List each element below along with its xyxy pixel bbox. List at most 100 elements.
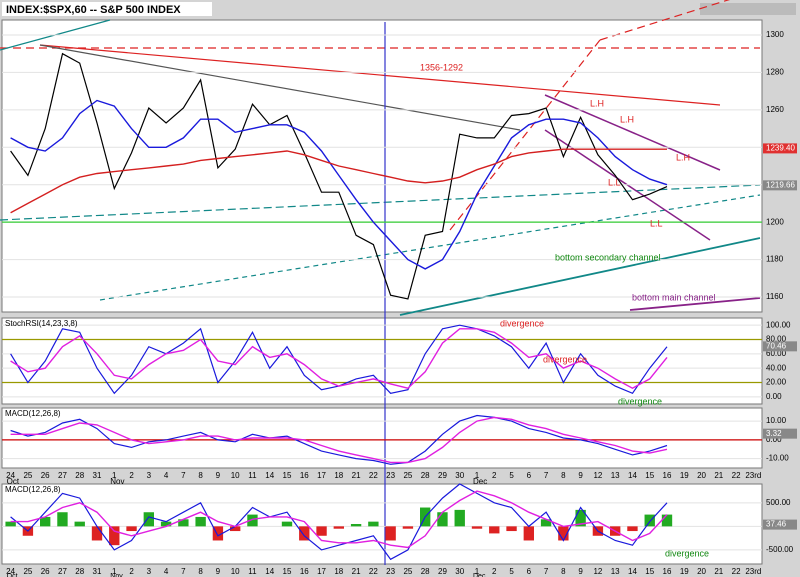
x-tick-label: 25 xyxy=(23,567,32,576)
x-tick-label: 2 xyxy=(129,567,134,576)
x-tick-label: 18 xyxy=(334,567,343,576)
histogram-bar xyxy=(195,516,206,527)
x-tick-label: 9 xyxy=(578,567,583,576)
histogram-bar xyxy=(627,526,638,532)
y-tick-label: 100.00 xyxy=(766,320,791,329)
x-tick-label: 17 xyxy=(317,567,326,576)
title-box xyxy=(2,2,212,16)
series-line xyxy=(10,52,668,300)
x-tick-label: 3 xyxy=(147,567,152,576)
x-tick-label: 25 xyxy=(403,567,412,576)
panel-title: MACD(12,26,8) xyxy=(5,485,61,494)
x-tick-label: 1 xyxy=(112,471,117,480)
trend-lines xyxy=(0,0,761,565)
x-tick-label: 29 xyxy=(438,567,447,576)
x-tick-label: 14 xyxy=(265,567,274,576)
histogram-bar xyxy=(454,509,465,527)
last-value-box xyxy=(763,519,797,530)
histogram-bar xyxy=(333,526,344,529)
annotation: L.H xyxy=(590,98,604,108)
annotation: divergence xyxy=(618,396,662,406)
channel-line xyxy=(544,94,721,171)
y-tick-label: -10.00 xyxy=(766,454,789,463)
last-value-label: 3.32 xyxy=(766,429,782,438)
x-tick-label: 16 xyxy=(300,567,309,576)
last-value-box xyxy=(763,143,797,154)
x-tick-label: 20 xyxy=(697,567,706,576)
x-tick-label: 15 xyxy=(645,567,654,576)
y-tick-label: 1160 xyxy=(766,292,784,301)
x-tick-label: 15 xyxy=(283,471,292,480)
series-line xyxy=(10,414,668,465)
x-tick-label: 30 xyxy=(455,471,464,480)
panel xyxy=(1,19,763,313)
x-tick-label: 28 xyxy=(75,471,84,480)
window-buttons[interactable] xyxy=(700,3,796,15)
y-tick-label: 20.00 xyxy=(766,378,787,387)
month-label: Dec xyxy=(473,477,487,486)
histogram-bar xyxy=(540,519,552,527)
x-tick-label: 22 xyxy=(369,471,378,480)
channel-line xyxy=(0,184,761,221)
y-tick-label: 40.00 xyxy=(766,363,787,372)
x-tick-label: 27 xyxy=(58,567,67,576)
histogram-bar xyxy=(109,526,120,546)
last-value-label: 1219.66 xyxy=(766,180,795,189)
x-tick-label: 12 xyxy=(593,471,602,480)
month-label: Nov xyxy=(110,477,124,486)
annotation: L.L xyxy=(608,177,621,187)
trend-line xyxy=(39,44,721,106)
x-tick-label: 11 xyxy=(248,567,257,576)
x-tick-label: 24 xyxy=(6,471,15,480)
x-tick-label: 16 xyxy=(300,471,309,480)
x-tick-label: 9 xyxy=(216,567,221,576)
annotation: divergence xyxy=(500,318,544,328)
x-tick-label: 20 xyxy=(697,471,706,480)
x-tick-label: 15 xyxy=(645,471,654,480)
x-tick-label: 1 xyxy=(475,471,480,480)
histogram-bar xyxy=(74,521,85,527)
x-tick-label: 22 xyxy=(369,567,378,576)
annotation: L.L xyxy=(650,218,663,228)
x-tick-label: 8 xyxy=(561,567,566,576)
histogram-bar xyxy=(350,524,362,527)
histogram-bar xyxy=(471,526,483,529)
x-tick-label: 16 xyxy=(663,471,672,480)
y-tick-label: 80.00 xyxy=(766,335,787,344)
annotation: divergence xyxy=(665,548,709,558)
y-tick-label: 1180 xyxy=(766,255,784,264)
x-tick-label: 2 xyxy=(492,471,497,480)
x-tick-label: 25 xyxy=(23,471,32,480)
histogram-bar xyxy=(91,526,103,541)
channel-line xyxy=(99,194,761,301)
x-tick-label: 15 xyxy=(283,567,292,576)
x-tick-label: 5 xyxy=(509,471,514,480)
x-tick-label: 31 xyxy=(93,567,102,576)
y-tick-label: 10.00 xyxy=(766,416,787,425)
x-tick-label: 14 xyxy=(628,471,637,480)
x-tick-label: 1 xyxy=(475,567,480,576)
histogram-bar xyxy=(40,516,51,527)
x-tick-label: 11 xyxy=(248,471,257,480)
x-tick-label: 2 xyxy=(492,567,497,576)
x-tick-label: 28 xyxy=(421,471,430,480)
x-tick-label: 23 xyxy=(386,471,395,480)
x-tick-label: 28 xyxy=(75,567,84,576)
panel-title: StochRSI(14,23,3,8) xyxy=(5,319,78,328)
histogram-bar xyxy=(558,526,569,541)
x-tick-label: 4 xyxy=(164,471,169,480)
series-line xyxy=(10,490,668,549)
trend-line xyxy=(39,44,521,131)
histogram-bar xyxy=(575,509,586,527)
histogram-bar xyxy=(178,519,189,527)
y-tick-label: 500.00 xyxy=(766,498,791,507)
x-tick-label: 8 xyxy=(198,471,203,480)
annotation: L.H xyxy=(620,114,634,124)
histogram-bar xyxy=(385,526,396,541)
x-tick-label: 7 xyxy=(544,567,549,576)
x-tick-label: 3 xyxy=(147,471,152,480)
x-tick-label: 28 xyxy=(421,567,430,576)
x-tick-label: 14 xyxy=(265,471,274,480)
x-tick-label: 1 xyxy=(112,567,117,576)
last-value-label: 70.46 xyxy=(766,341,787,350)
